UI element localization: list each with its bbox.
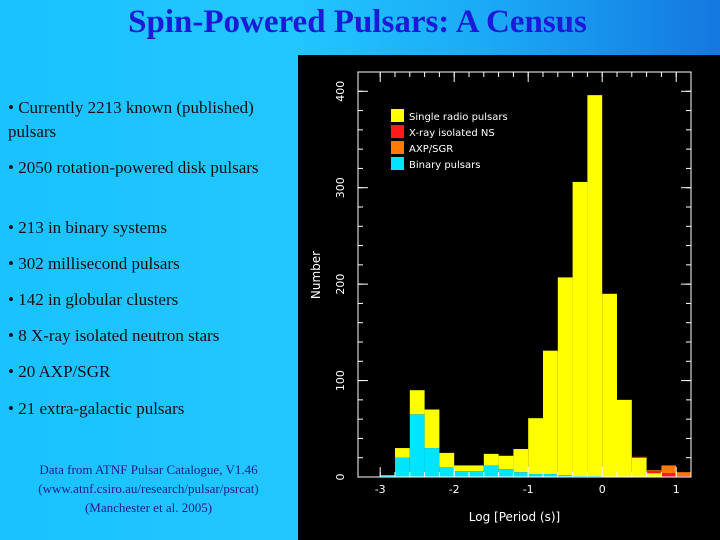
histogram-bar — [631, 456, 647, 458]
histogram-bar — [454, 471, 469, 477]
histogram-bar — [543, 350, 558, 475]
bullet-globular-clusters: • 142 in globular clusters — [8, 290, 179, 309]
histogram-bar — [395, 448, 410, 458]
y-tick-label: 300 — [334, 177, 347, 198]
legend-swatch — [391, 141, 404, 154]
period-histogram: -3 -2 -1 0 1 0 100 200 300 400 Single radio pulsa… — [309, 71, 692, 524]
y-tick-label: 200 — [334, 274, 347, 295]
axis-ticks: -3 -2 -1 0 1 0 100 200 300 400 — [334, 72, 691, 496]
legend-label: AXP/SGR — [409, 144, 453, 155]
bullet-disk-pulsars: • 2050 rotation-powered disk pulsars — [8, 158, 259, 177]
histogram-bar — [395, 457, 410, 477]
x-tick-label: -2 — [449, 483, 460, 496]
histogram-bar — [602, 293, 617, 477]
histogram-bar — [409, 414, 425, 477]
histogram-bar — [424, 448, 440, 477]
histogram-bar — [380, 475, 395, 477]
histogram-bar — [646, 470, 662, 472]
chart-legend: Single radio pulsars X-ray isolated NS AXP… — [391, 109, 508, 171]
histogram-bar — [528, 474, 543, 477]
histogram-bar — [439, 452, 455, 468]
source-line-3: (Manchester et al. 2005) — [84, 500, 213, 515]
legend-label: X-ray isolated NS — [409, 128, 495, 139]
histogram-bar — [617, 399, 632, 477]
histogram-bar — [409, 390, 425, 415]
bullet-known-pulsars: • Currently 2213 known (published) pulsa… — [8, 98, 254, 141]
y-tick-label: 100 — [334, 370, 347, 391]
histogram-bar — [661, 465, 677, 474]
histogram-bar — [661, 473, 677, 477]
histogram-bar — [439, 467, 455, 477]
histogram-bars — [380, 95, 691, 477]
histogram-bar — [513, 472, 529, 477]
histogram-bar — [528, 418, 543, 475]
source-line-2: (www.atnf.csiro.au/research/pulsar/psrca… — [38, 481, 259, 496]
histogram-bar — [498, 469, 514, 477]
source-line-1: Data from ATNF Pulsar Catalogue, V1.46 — [39, 462, 258, 477]
legend-swatch — [391, 109, 404, 122]
y-tick-label: 400 — [334, 81, 347, 102]
histogram-bar — [469, 471, 484, 477]
bullet-axp-sgr: • 20 AXP/SGR — [8, 362, 111, 381]
data-source-note: Data from ATNF Pulsar Catalogue, V1.46 (… — [6, 460, 291, 517]
bullet-extragalactic: • 21 extra-galactic pulsars — [8, 399, 185, 418]
y-axis-label: Number — [309, 251, 323, 299]
x-tick-label: 0 — [599, 483, 606, 496]
bullet-millisecond-pulsars: • 302 millisecond pulsars — [8, 254, 180, 273]
histogram-bar — [631, 457, 647, 477]
legend-label: Binary pulsars — [409, 160, 480, 171]
histogram-bar — [543, 474, 558, 477]
histogram-bar — [498, 455, 514, 470]
plot-frame — [357, 71, 692, 478]
histogram-bar — [483, 453, 499, 466]
legend-swatch — [391, 125, 404, 138]
histogram-bar — [469, 465, 484, 472]
bullet-binary-systems: • 213 in binary systems — [8, 218, 167, 237]
chart-panel: -3 -2 -1 0 1 0 100 200 300 400 Single radio pulsa… — [298, 55, 720, 540]
histogram-bar — [513, 449, 529, 473]
histogram-bar — [454, 465, 469, 472]
histogram-bar — [483, 465, 499, 477]
histogram-bar — [557, 277, 573, 476]
x-axis-label: Log [Period (s)] — [469, 510, 560, 524]
histogram-bar — [676, 472, 691, 477]
y-tick-label: 0 — [334, 474, 347, 481]
x-tick-label: -3 — [375, 483, 386, 496]
slide-title: Spin-Powered Pulsars: A Census — [128, 4, 587, 40]
bullet-xray-isolated: • 8 X-ray isolated neutron stars — [8, 326, 220, 345]
histogram-bar — [646, 473, 662, 477]
legend-swatch — [391, 157, 404, 170]
histogram-bar — [424, 409, 440, 449]
histogram-bar — [557, 475, 573, 477]
histogram-bar — [587, 95, 603, 477]
legend-label: Single radio pulsars — [409, 112, 508, 123]
x-tick-label: 1 — [673, 483, 680, 496]
x-tick-label: -1 — [523, 483, 534, 496]
histogram-bar — [646, 471, 662, 474]
histogram-bar — [572, 181, 588, 477]
